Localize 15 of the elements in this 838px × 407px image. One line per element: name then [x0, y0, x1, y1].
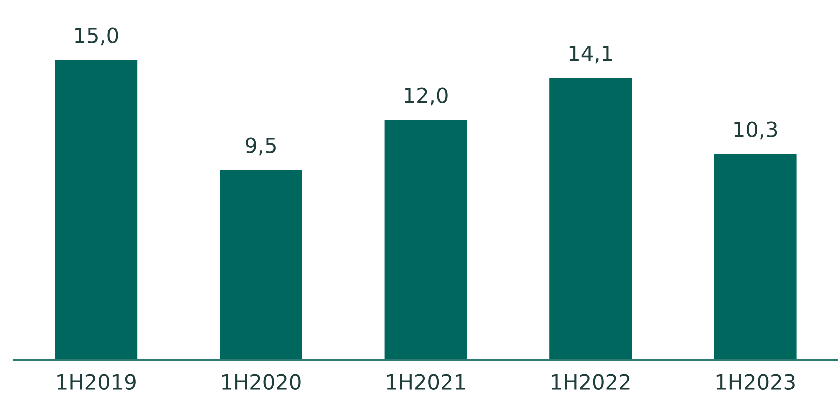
bar: [550, 78, 632, 360]
x-tick-label: 1H2019: [58, 374, 136, 390]
bar: [714, 154, 797, 360]
bar: [220, 170, 302, 360]
x-tick-label: 1H2023: [716, 374, 795, 390]
bar: [384, 120, 468, 360]
x-tick-label: 1H2022: [552, 374, 630, 390]
data-label: 9,5: [246, 138, 276, 156]
bar: [55, 60, 138, 360]
data-label: 12,0: [405, 88, 448, 106]
x-tick-label: 1H2020: [222, 374, 301, 390]
data-label: 14,1: [570, 46, 612, 64]
data-label: 10,3: [734, 122, 778, 140]
data-label: 15,0: [75, 28, 118, 46]
x-tick-label: 1H2021: [387, 374, 466, 390]
